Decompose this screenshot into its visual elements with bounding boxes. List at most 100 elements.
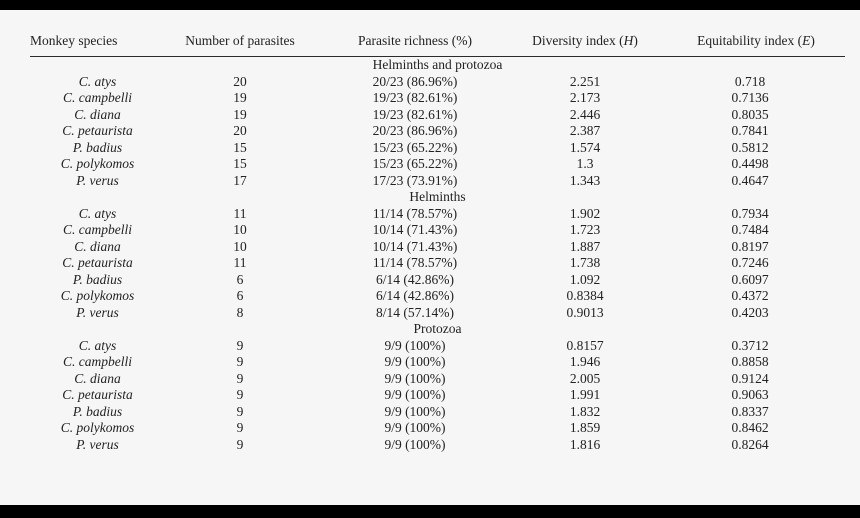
cell-species: C. polykomos [60, 420, 135, 435]
cell-number: 15 [233, 156, 247, 171]
column-header-variable: H [623, 33, 634, 48]
cell-equitability: 0.9124 [731, 370, 769, 386]
cell-diversity: 1.738 [569, 255, 601, 270]
column-header-text: Number of parasites [185, 33, 295, 48]
cell-equitability: 0.8264 [731, 436, 769, 452]
column-header-text: Monkey species [30, 33, 118, 48]
cell-diversity: 2.446 [569, 106, 601, 122]
cell-species: C. atys [78, 73, 117, 89]
cell-species: C. diana [74, 370, 121, 386]
cell-equitability: 0.8197 [731, 238, 769, 254]
cell-species: C. diana [74, 106, 121, 122]
cell-species: P. verus [76, 172, 119, 188]
table-row: C. polykomos 6 6/14 (42.86%) 0.8384 0.4372 [30, 288, 845, 305]
cell-species: C. diana [74, 238, 121, 254]
cell-richness: 11/14 (78.57%) [372, 255, 458, 270]
table-row: C. diana 9 9/9 (100%) 2.005 0.9124 [30, 371, 845, 388]
cell-species: C. atys [78, 337, 117, 353]
table-row: C. campbelli 10 10/14 (71.43%) 1.723 0.7484 [30, 222, 845, 239]
section-row: Protozoa [30, 321, 845, 338]
cell-species: C. polykomos [60, 288, 135, 303]
cell-number: 10 [233, 222, 247, 237]
cell-number: 11 [233, 255, 247, 270]
cell-diversity: 1.3 [576, 156, 594, 171]
table-row: C. atys 11 11/14 (78.57%) 1.902 0.7934 [30, 206, 845, 223]
cell-number: 9 [236, 403, 244, 419]
cell-species: P. badius [72, 139, 123, 155]
cell-equitability: 0.8462 [731, 420, 769, 435]
cell-diversity: 1.887 [569, 238, 601, 254]
cell-number: 11 [233, 205, 247, 221]
cell-richness: 20/23 (86.96%) [372, 123, 458, 138]
table-row: C. campbelli 19 19/23 (82.61%) 2.173 0.7136 [30, 90, 845, 107]
cell-equitability: 0.6097 [731, 271, 769, 287]
table-row: P. badius 9 9/9 (100%) 1.832 0.8337 [30, 404, 845, 421]
cell-species: P. badius [72, 403, 123, 419]
column-header-text: ) [810, 33, 815, 48]
table-row: C. diana 10 10/14 (71.43%) 1.887 0.8197 [30, 239, 845, 256]
cell-equitability: 0.9063 [731, 387, 769, 402]
cell-number: 20 [233, 73, 247, 89]
cell-equitability: 0.3712 [731, 337, 769, 353]
cell-number: 9 [236, 420, 244, 435]
table-row: C. polykomos 9 9/9 (100%) 1.859 0.8462 [30, 420, 845, 437]
cell-richness: 6/14 (42.86%) [376, 271, 454, 287]
cell-equitability: 0.7136 [731, 90, 769, 105]
section-header: Helminths and protozoa [372, 57, 503, 72]
table-row: C. polykomos 15 15/23 (65.22%) 1.3 0.4498 [30, 156, 845, 173]
cell-richness: 20/23 (86.96%) [372, 73, 458, 89]
column-header-text: Diversity index ( [532, 33, 624, 48]
parasite-indices-table: Monkey species Number of parasites Parasit… [30, 33, 845, 453]
cell-number: 9 [236, 337, 244, 353]
cell-number: 20 [233, 123, 247, 138]
table-row: C. atys 9 9/9 (100%) 0.8157 0.3712 [30, 338, 845, 355]
cell-species: C. atys [78, 205, 117, 221]
cell-number: 8 [236, 304, 244, 320]
cell-species: C. campbelli [63, 354, 132, 369]
column-header-text: Equitability index ( [697, 33, 803, 48]
cell-diversity: 1.816 [569, 436, 601, 452]
cell-diversity: 1.832 [569, 403, 601, 419]
cell-species: C. campbelli [63, 222, 132, 237]
cell-richness: 9/9 (100%) [384, 337, 446, 353]
table-row: C. campbelli 9 9/9 (100%) 1.946 0.8858 [30, 354, 845, 371]
cell-species: P. verus [76, 304, 119, 320]
cell-diversity: 1.723 [569, 222, 601, 237]
cell-equitability: 0.4372 [731, 288, 769, 303]
column-header-text: Parasite richness (%) [358, 33, 472, 48]
cell-equitability: 0.8035 [731, 106, 769, 122]
cell-diversity: 1.946 [569, 354, 601, 369]
cell-richness: 6/14 (42.86%) [376, 288, 454, 303]
table-row: P. badius 15 15/23 (65.22%) 1.574 0.5812 [30, 140, 845, 157]
cell-equitability: 0.4203 [731, 304, 769, 320]
section-header: Helminths [409, 189, 466, 204]
cell-equitability: 0.5812 [731, 139, 769, 155]
cell-richness: 9/9 (100%) [384, 354, 446, 369]
cell-richness: 19/23 (82.61%) [372, 90, 458, 105]
cell-richness: 9/9 (100%) [384, 387, 446, 402]
section-row: Helminths [30, 189, 845, 206]
cell-diversity: 0.9013 [566, 304, 604, 320]
table-row: C. diana 19 19/23 (82.61%) 2.446 0.8035 [30, 107, 845, 124]
column-header-text: ) [633, 33, 638, 48]
cell-species: C. petaurista [62, 387, 133, 402]
cell-number: 9 [236, 387, 244, 402]
letterbox-bottom [0, 505, 860, 518]
cell-richness: 9/9 (100%) [384, 370, 446, 386]
table-header: Monkey species Number of parasites Parasit… [30, 33, 845, 57]
cell-species: C. petaurista [62, 123, 133, 138]
cell-equitability: 0.4498 [731, 156, 769, 171]
column-header-diversity: Diversity index (H) [515, 33, 655, 57]
cell-number: 19 [233, 90, 247, 105]
cell-equitability: 0.4647 [731, 172, 769, 188]
column-header-species: Monkey species [30, 33, 165, 57]
cell-richness: 8/14 (57.14%) [376, 304, 454, 320]
cell-equitability: 0.7484 [731, 222, 769, 237]
table-row: P. badius 6 6/14 (42.86%) 1.092 0.6097 [30, 272, 845, 289]
cell-equitability: 0.8337 [731, 403, 769, 419]
cell-number: 10 [233, 238, 247, 254]
column-header-number: Number of parasites [165, 33, 315, 57]
cell-number: 9 [236, 354, 244, 369]
section-header: Protozoa [413, 321, 462, 336]
